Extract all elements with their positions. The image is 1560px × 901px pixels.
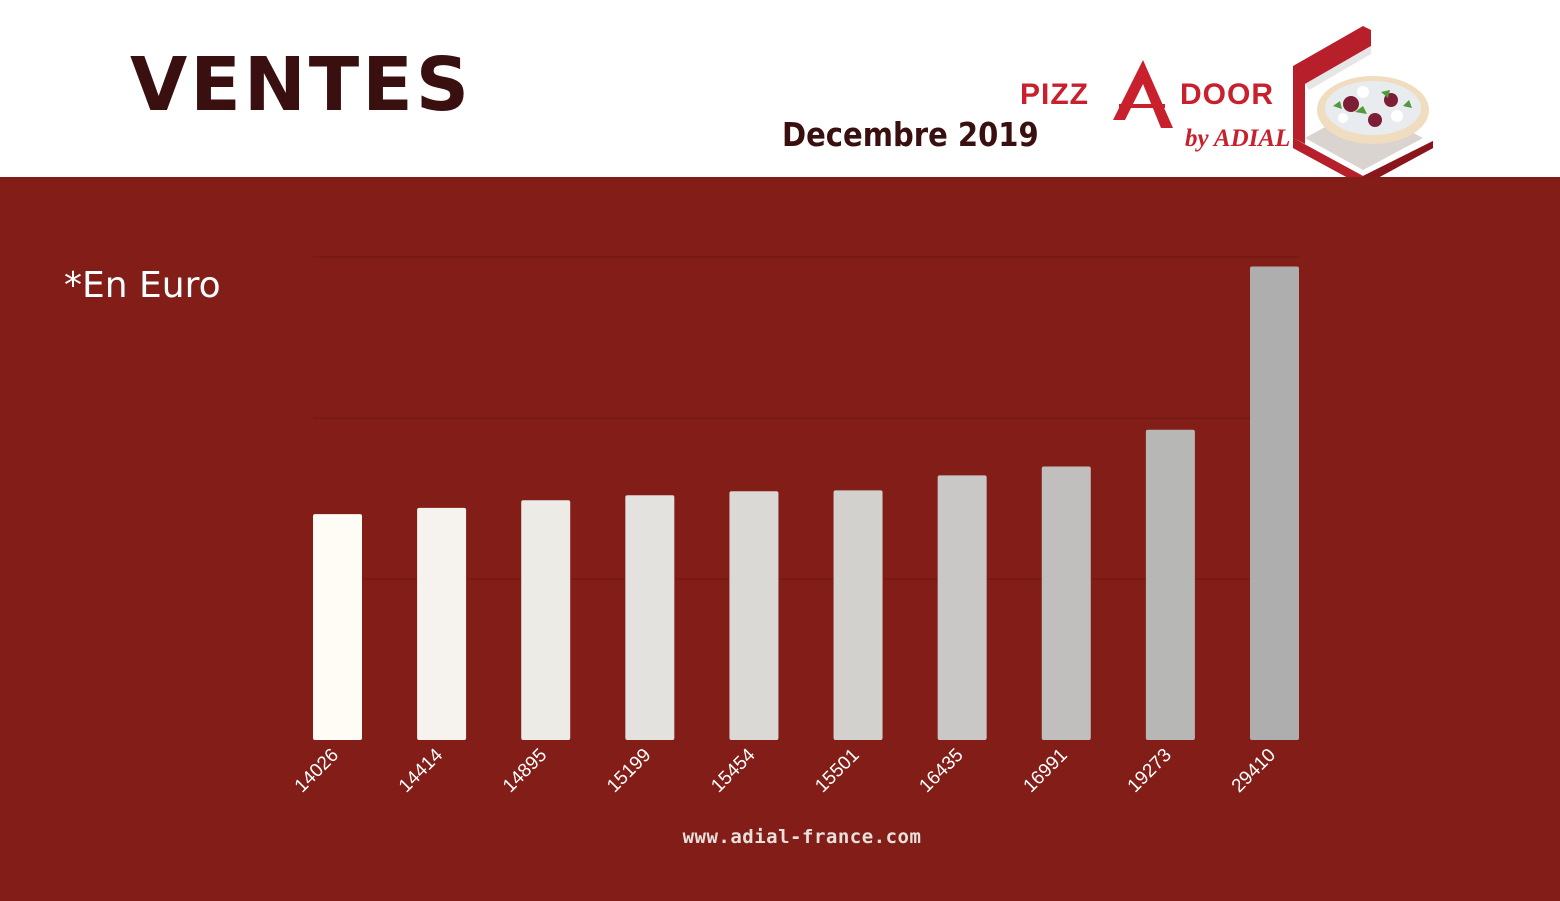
period-subtitle: Decembre 2019: [782, 115, 1039, 154]
x-tick-label: 16435: [915, 745, 967, 797]
bar: [417, 507, 467, 740]
bar: [937, 475, 987, 740]
bar: [625, 495, 675, 740]
bar: [729, 491, 779, 740]
x-tick-label: 14414: [395, 744, 448, 797]
svg-text:by ADIAL: by ADIAL: [1185, 125, 1290, 152]
bar: [1145, 429, 1195, 740]
website-url[interactable]: www.adial-france.com: [682, 826, 922, 848]
bar: [521, 500, 571, 740]
svg-text:PIZZ: PIZZ: [1020, 78, 1089, 111]
bar: [833, 490, 883, 740]
bar: [1041, 466, 1091, 740]
page-title: VENTES: [130, 42, 473, 128]
pizza-box-icon: PIZZ DOOR by ADIAL: [1020, 26, 1433, 186]
sales-bar-chart: 14026 14414 14895 15199 15454 15501 16435 16991…: [291, 256, 1299, 797]
pizzadoor-logo: PIZZ DOOR by ADIAL: [1015, 20, 1445, 200]
x-tick-label: 15454: [707, 744, 760, 797]
x-tick-label: 16991: [1020, 745, 1072, 797]
x-tick-label: 15199: [603, 745, 655, 797]
x-tick-label: 14895: [499, 745, 551, 797]
svg-text:DOOR: DOOR: [1180, 78, 1274, 111]
bar: [313, 514, 362, 740]
x-tick-label: 15501: [811, 745, 863, 797]
x-tick-label: 29410: [1228, 745, 1280, 797]
unit-note: *En Euro: [64, 265, 221, 306]
header: VENTES Decembre 2019 PIZZ DOOR by ADIAL: [0, 0, 1560, 186]
x-tick-label: 14026: [291, 745, 343, 797]
x-tick-label: 19273: [1124, 745, 1176, 797]
bar: [1250, 266, 1299, 740]
chart-panel: [0, 177, 1560, 901]
